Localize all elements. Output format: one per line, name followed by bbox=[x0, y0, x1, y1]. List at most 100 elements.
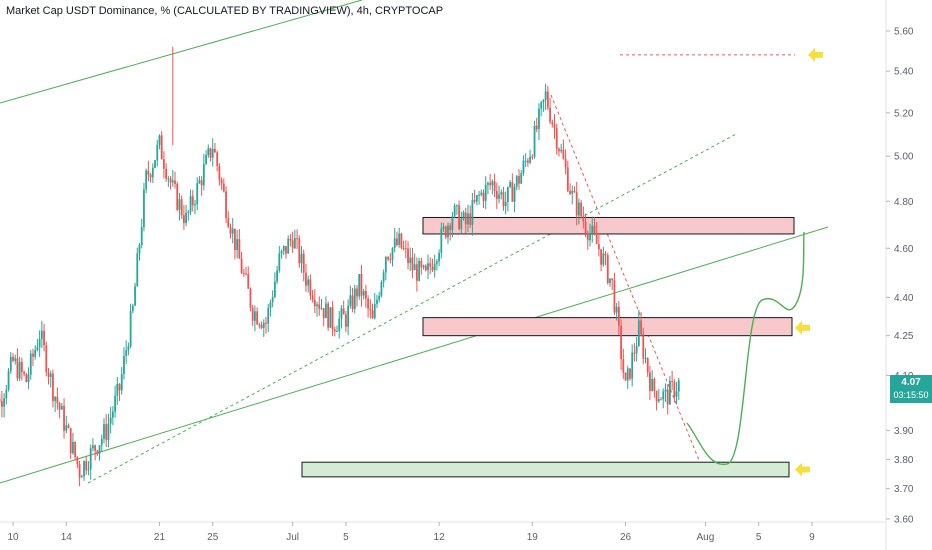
candle-body bbox=[626, 368, 629, 381]
date-tick-label: Aug bbox=[697, 532, 715, 543]
candle-up bbox=[171, 170, 174, 187]
candle-body bbox=[27, 374, 30, 382]
candle-body bbox=[227, 218, 230, 227]
candle-down bbox=[407, 241, 409, 270]
candle-down bbox=[649, 365, 651, 400]
candle-up bbox=[27, 367, 30, 390]
candle-body bbox=[200, 180, 203, 186]
candle-up bbox=[120, 366, 123, 395]
candle-body bbox=[125, 350, 128, 356]
candle-body bbox=[471, 200, 474, 225]
candle-up bbox=[462, 210, 465, 221]
candle-body bbox=[322, 308, 325, 319]
candle-up bbox=[231, 218, 234, 244]
candle-down bbox=[94, 444, 97, 461]
price-tick-label: 5.20 bbox=[894, 108, 914, 119]
candle-body bbox=[509, 182, 512, 187]
candle-body bbox=[360, 274, 363, 296]
candle-down bbox=[593, 217, 596, 236]
candle-down bbox=[180, 195, 183, 219]
candle-up bbox=[205, 150, 207, 166]
candle-body bbox=[520, 173, 523, 184]
candle-down bbox=[214, 142, 216, 153]
candle-body bbox=[398, 233, 401, 246]
candle-down bbox=[78, 460, 81, 487]
candle-up bbox=[340, 305, 343, 329]
candle-body bbox=[85, 461, 88, 471]
candle-body bbox=[242, 273, 245, 275]
date-tick-label: 12 bbox=[434, 532, 446, 543]
candle-down bbox=[495, 182, 498, 210]
candle-down bbox=[526, 157, 529, 167]
candle-down bbox=[546, 85, 549, 111]
candle-up bbox=[89, 444, 92, 480]
candle-up bbox=[143, 182, 145, 232]
candle-body bbox=[555, 128, 558, 149]
candle-down bbox=[56, 387, 59, 410]
candle-down bbox=[163, 151, 165, 179]
candle-body bbox=[451, 216, 454, 231]
yellow-arrow-icon bbox=[795, 320, 810, 335]
candle-body bbox=[364, 291, 367, 299]
candle-up bbox=[194, 200, 196, 215]
candle-body bbox=[657, 399, 660, 402]
candle-body bbox=[515, 176, 518, 187]
descending-trend-line bbox=[550, 94, 704, 471]
candle-body bbox=[422, 265, 425, 268]
candle-down bbox=[309, 274, 312, 300]
candle-up bbox=[7, 368, 10, 392]
candle-up bbox=[626, 365, 629, 389]
candle-up bbox=[453, 203, 456, 218]
candle-up bbox=[114, 385, 116, 418]
candle-down bbox=[400, 232, 403, 250]
candle-down bbox=[666, 384, 669, 415]
candle-body bbox=[435, 261, 438, 264]
candle-down bbox=[43, 323, 45, 352]
candle-body bbox=[309, 279, 312, 296]
candle-body bbox=[305, 272, 307, 286]
candle-up bbox=[393, 227, 396, 253]
date-tick-label: 10 bbox=[7, 532, 19, 543]
date-tick-label: 26 bbox=[620, 532, 632, 543]
candle-body bbox=[538, 108, 540, 130]
candle-up bbox=[202, 153, 205, 191]
candle-down bbox=[256, 307, 259, 326]
candle-body bbox=[103, 424, 105, 439]
candle-body bbox=[447, 225, 449, 238]
candle-down bbox=[562, 139, 565, 160]
candle-body bbox=[1, 401, 3, 407]
candle-down bbox=[646, 357, 649, 378]
candle-down bbox=[200, 176, 203, 196]
candle-body bbox=[143, 189, 145, 228]
candle-down bbox=[431, 258, 434, 272]
date-tick-label: 21 bbox=[154, 532, 166, 543]
candle-body bbox=[222, 183, 225, 192]
candle-body bbox=[105, 424, 108, 440]
candle-up bbox=[542, 99, 545, 112]
candle-down bbox=[12, 353, 14, 363]
candle-up bbox=[560, 144, 563, 154]
resistance-zone-1 bbox=[422, 216, 795, 235]
candle-body bbox=[507, 186, 509, 202]
candle-body bbox=[194, 204, 196, 206]
candle-body bbox=[613, 280, 616, 313]
candle-body bbox=[344, 314, 347, 327]
candle-body bbox=[60, 406, 63, 410]
candle-body bbox=[318, 304, 321, 309]
candle-body bbox=[482, 192, 485, 201]
candle-down bbox=[629, 368, 631, 381]
candle-body bbox=[469, 213, 472, 225]
candle-body bbox=[371, 310, 374, 319]
candle-body bbox=[635, 345, 638, 354]
candle-up bbox=[211, 138, 214, 167]
candle-up bbox=[455, 204, 458, 215]
candle-body bbox=[420, 260, 423, 268]
candle-body bbox=[380, 282, 383, 296]
candle-up bbox=[540, 100, 543, 117]
candle-body bbox=[43, 330, 45, 346]
candle-up bbox=[167, 175, 170, 187]
upper-channel-line bbox=[0, 0, 363, 104]
candle-down bbox=[318, 296, 321, 316]
candle-body bbox=[18, 362, 21, 379]
